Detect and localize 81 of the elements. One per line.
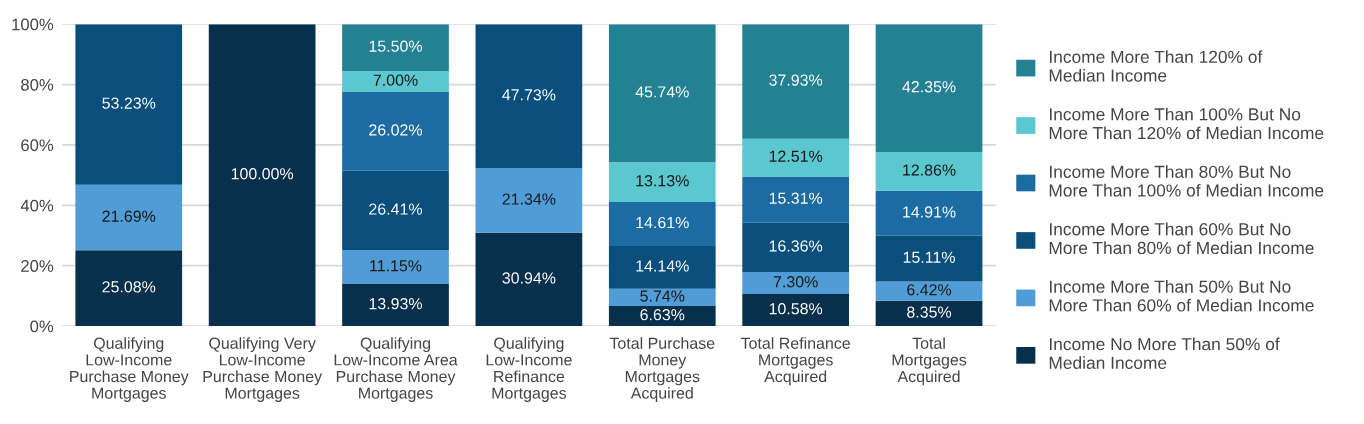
bar — [342, 70, 449, 93]
data-label: 26.02% — [369, 124, 423, 136]
data-label: 12.51% — [769, 150, 823, 162]
bar — [75, 250, 183, 327]
x-tick-label: Total Refinance Mortgages Acquired — [740, 337, 850, 386]
data-label: 7.30% — [773, 276, 818, 288]
bar — [342, 284, 449, 327]
y-tick-label: 100% — [12, 18, 54, 31]
y-tick-label: 60% — [21, 139, 54, 152]
data-label: 15.50% — [369, 40, 423, 52]
legend-label: Income More Than 120% of Median Income — [1049, 50, 1263, 82]
bar — [342, 250, 449, 284]
bar — [608, 288, 716, 307]
data-label: 11.15% — [370, 260, 422, 272]
bar — [75, 24, 183, 185]
data-label: 42.35% — [902, 81, 956, 93]
data-label: 14.14% — [636, 260, 689, 272]
bar — [742, 24, 849, 139]
data-label: 5.74% — [640, 290, 685, 302]
data-label: 26.41% — [369, 203, 423, 215]
x-tick-label: Qualifying Low-Income Refinance Mortgages — [486, 337, 572, 402]
x-tick-label: Total Mortgages Acquired — [892, 337, 967, 386]
legend-label: Income No More Than 50% of Median Income — [1049, 337, 1280, 369]
data-label: 12.86% — [903, 164, 956, 176]
y-tick-label: 0% — [30, 320, 54, 333]
x-tick-label: Total Purchase Money Mortgages Acquired — [609, 337, 715, 402]
bar — [608, 162, 716, 202]
bar — [608, 201, 716, 247]
bar — [875, 300, 983, 327]
data-label: 25.08% — [102, 281, 156, 293]
data-label: 13.13% — [636, 175, 689, 187]
bar — [208, 24, 316, 327]
data-label: 8.35% — [907, 306, 952, 318]
data-label: 21.69% — [102, 210, 156, 222]
data-label: 14.61% — [636, 216, 689, 229]
data-label: 16.36% — [769, 240, 823, 252]
legend-label: Income More Than 60% But No More Than 80% of Median Income — [1049, 222, 1314, 255]
data-label: 45.74% — [635, 86, 689, 98]
bar — [608, 24, 716, 163]
bar — [742, 138, 849, 177]
data-label: 53.23% — [102, 97, 156, 109]
data-label: 47.73% — [502, 89, 556, 101]
data-label: 21.34% — [502, 193, 556, 205]
y-tick-label: 40% — [20, 199, 54, 212]
bar — [475, 24, 583, 169]
x-tick-label: Qualifying Very Low-Income Purchase Money Mortgages — [203, 337, 323, 402]
data-label: 100.00% — [231, 168, 294, 180]
bar — [475, 232, 583, 327]
bar — [342, 92, 449, 171]
data-label: 15.11% — [903, 251, 955, 263]
bar — [742, 222, 849, 273]
x-tick-label: Qualifying Low-Income Area Purchase Money Mortgages — [334, 337, 458, 402]
bar — [875, 152, 983, 191]
legend-label: Income More Than 50% But No More Than 60% of Median Income — [1049, 280, 1314, 312]
bar — [75, 184, 183, 251]
bar — [742, 294, 849, 327]
data-label: 13.93% — [369, 298, 423, 310]
bar — [608, 246, 716, 289]
y-tick-label: 80% — [21, 78, 54, 91]
bar — [342, 24, 449, 71]
legend-label: Income More Than 80% But No More Than 100% of Median Income — [1049, 165, 1324, 197]
data-label: 15.31% — [769, 192, 823, 204]
data-label: 37.93% — [769, 74, 823, 86]
y-tick-label: 20% — [21, 260, 54, 272]
bar — [875, 190, 983, 236]
bar — [742, 176, 849, 223]
data-label: 7.00% — [373, 74, 418, 86]
bar — [875, 281, 983, 301]
bar — [875, 235, 983, 282]
bar — [608, 306, 716, 327]
data-label: 6.63% — [640, 309, 685, 321]
data-label: 6.42% — [907, 284, 952, 296]
bar — [475, 168, 583, 233]
legend-label: Income More Than 100% But No More Than 120% of Median Income — [1049, 107, 1324, 140]
data-label: 30.94% — [502, 272, 556, 284]
x-tick-label: Qualifying Low-Income Purchase Money Mortgages — [70, 337, 189, 402]
data-label: 10.58% — [769, 303, 823, 315]
data-label: 14.91% — [903, 206, 956, 218]
bar — [742, 272, 849, 295]
bar — [875, 24, 983, 153]
bar — [342, 170, 449, 251]
